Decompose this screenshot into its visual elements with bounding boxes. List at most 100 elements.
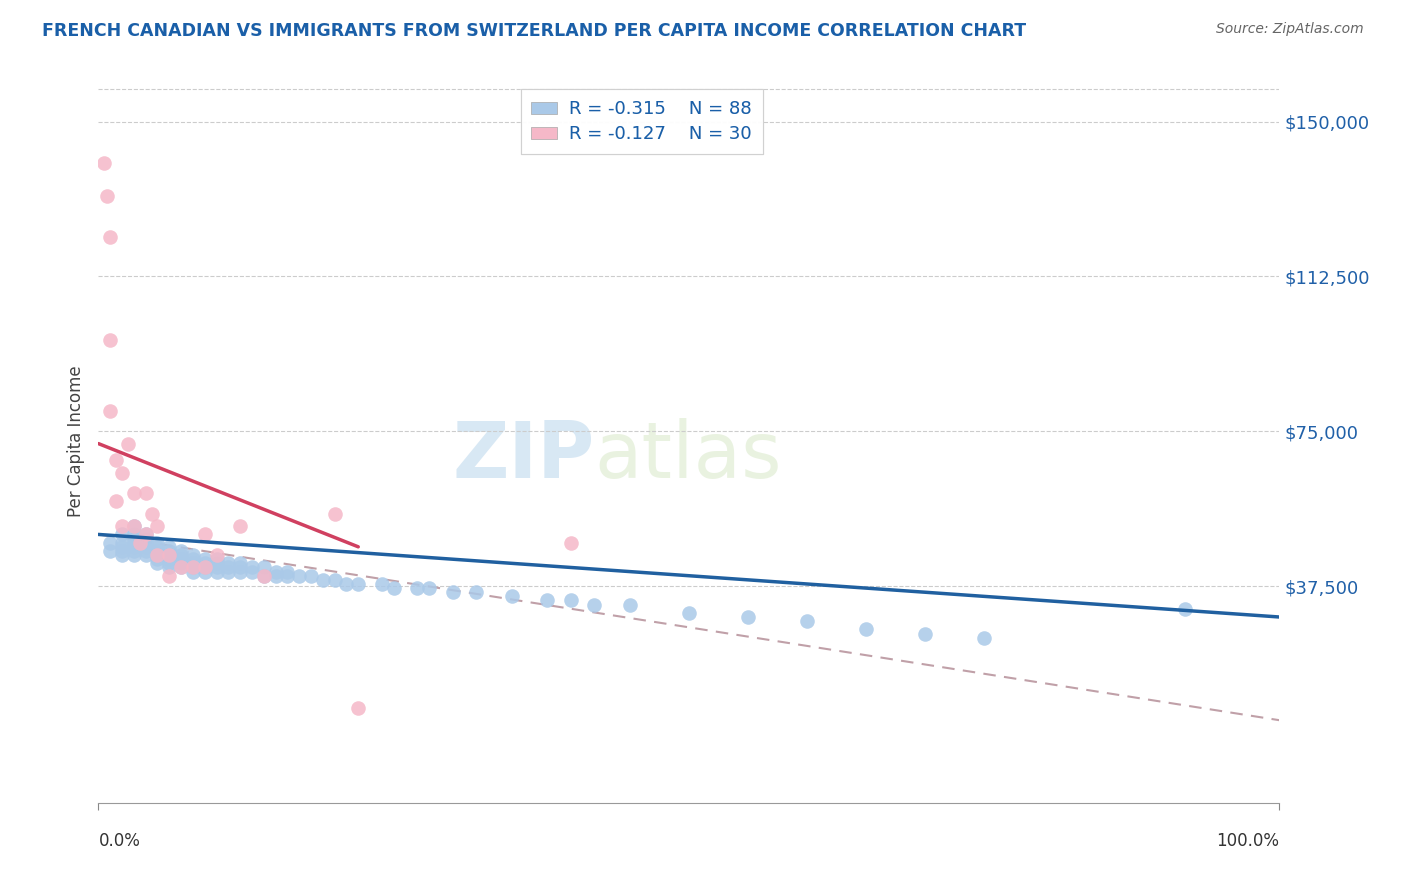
Point bbox=[264, 565, 287, 579]
Point bbox=[205, 548, 228, 562]
Point bbox=[619, 598, 641, 612]
Point bbox=[122, 544, 145, 558]
Point bbox=[98, 535, 121, 549]
Point bbox=[135, 535, 157, 549]
Point bbox=[141, 507, 163, 521]
Point bbox=[299, 568, 322, 582]
Point bbox=[170, 560, 193, 574]
Point bbox=[157, 540, 180, 554]
Point bbox=[122, 548, 145, 562]
Point bbox=[93, 156, 115, 170]
Point bbox=[146, 544, 169, 558]
Point bbox=[796, 614, 818, 628]
Point bbox=[135, 527, 157, 541]
Point bbox=[914, 626, 936, 640]
Point bbox=[157, 548, 180, 562]
Point bbox=[194, 557, 217, 571]
Point bbox=[181, 560, 204, 574]
Point bbox=[194, 560, 217, 574]
Point bbox=[737, 610, 759, 624]
Point bbox=[194, 565, 217, 579]
Point bbox=[217, 557, 239, 571]
Point bbox=[122, 519, 145, 533]
Point bbox=[229, 519, 252, 533]
Point bbox=[855, 623, 877, 637]
Point bbox=[117, 436, 139, 450]
Point bbox=[135, 532, 157, 546]
Point bbox=[465, 585, 488, 599]
Point bbox=[170, 560, 193, 574]
Point bbox=[111, 540, 134, 554]
Point bbox=[441, 585, 464, 599]
Point bbox=[157, 544, 180, 558]
Point bbox=[146, 519, 169, 533]
Point bbox=[181, 552, 204, 566]
Point bbox=[181, 548, 204, 562]
Point bbox=[371, 577, 394, 591]
Point bbox=[105, 453, 128, 467]
Point bbox=[217, 565, 239, 579]
Point bbox=[347, 701, 370, 715]
Point bbox=[157, 557, 180, 571]
Text: ZIP: ZIP bbox=[453, 418, 595, 494]
Point bbox=[98, 230, 121, 244]
Text: Source: ZipAtlas.com: Source: ZipAtlas.com bbox=[1216, 22, 1364, 37]
Point bbox=[312, 573, 335, 587]
Point bbox=[323, 507, 346, 521]
Text: FRENCH CANADIAN VS IMMIGRANTS FROM SWITZERLAND PER CAPITA INCOME CORRELATION CHA: FRENCH CANADIAN VS IMMIGRANTS FROM SWITZ… bbox=[42, 22, 1026, 40]
Point bbox=[1174, 601, 1197, 615]
Point bbox=[157, 568, 180, 582]
Legend: R = -0.315    N = 88, R = -0.127    N = 30: R = -0.315 N = 88, R = -0.127 N = 30 bbox=[520, 89, 763, 154]
Point bbox=[406, 581, 429, 595]
Point bbox=[253, 568, 276, 582]
Point bbox=[146, 535, 169, 549]
Point bbox=[111, 544, 134, 558]
Point bbox=[170, 557, 193, 571]
Point bbox=[146, 548, 169, 562]
Point bbox=[122, 532, 145, 546]
Point bbox=[560, 535, 582, 549]
Point bbox=[146, 548, 169, 562]
Point bbox=[122, 540, 145, 554]
Point bbox=[128, 535, 150, 549]
Point bbox=[135, 540, 157, 554]
Point bbox=[194, 560, 217, 574]
Point bbox=[111, 548, 134, 562]
Point bbox=[157, 548, 180, 562]
Point bbox=[111, 466, 134, 480]
Point bbox=[194, 527, 217, 541]
Point bbox=[501, 590, 523, 604]
Point bbox=[170, 552, 193, 566]
Point bbox=[229, 557, 252, 571]
Point bbox=[111, 535, 134, 549]
Point bbox=[253, 560, 276, 574]
Point bbox=[122, 486, 145, 500]
Point bbox=[135, 544, 157, 558]
Point bbox=[135, 548, 157, 562]
Point bbox=[181, 560, 204, 574]
Point bbox=[157, 560, 180, 574]
Point bbox=[111, 527, 134, 541]
Point bbox=[335, 577, 357, 591]
Point bbox=[253, 568, 276, 582]
Point bbox=[323, 573, 346, 587]
Point bbox=[240, 560, 263, 574]
Point bbox=[146, 540, 169, 554]
Point bbox=[276, 565, 298, 579]
Point bbox=[583, 598, 606, 612]
Point bbox=[217, 560, 239, 574]
Point bbox=[181, 565, 204, 579]
Text: atlas: atlas bbox=[595, 418, 782, 494]
Point bbox=[146, 557, 169, 571]
Point bbox=[98, 334, 121, 348]
Point bbox=[973, 631, 995, 645]
Point bbox=[170, 544, 193, 558]
Text: 100.0%: 100.0% bbox=[1216, 832, 1279, 850]
Point bbox=[96, 189, 118, 203]
Y-axis label: Per Capita Income: Per Capita Income bbox=[67, 366, 86, 517]
Point bbox=[122, 535, 145, 549]
Point bbox=[135, 486, 157, 500]
Point bbox=[240, 565, 263, 579]
Point bbox=[181, 557, 204, 571]
Point bbox=[205, 552, 228, 566]
